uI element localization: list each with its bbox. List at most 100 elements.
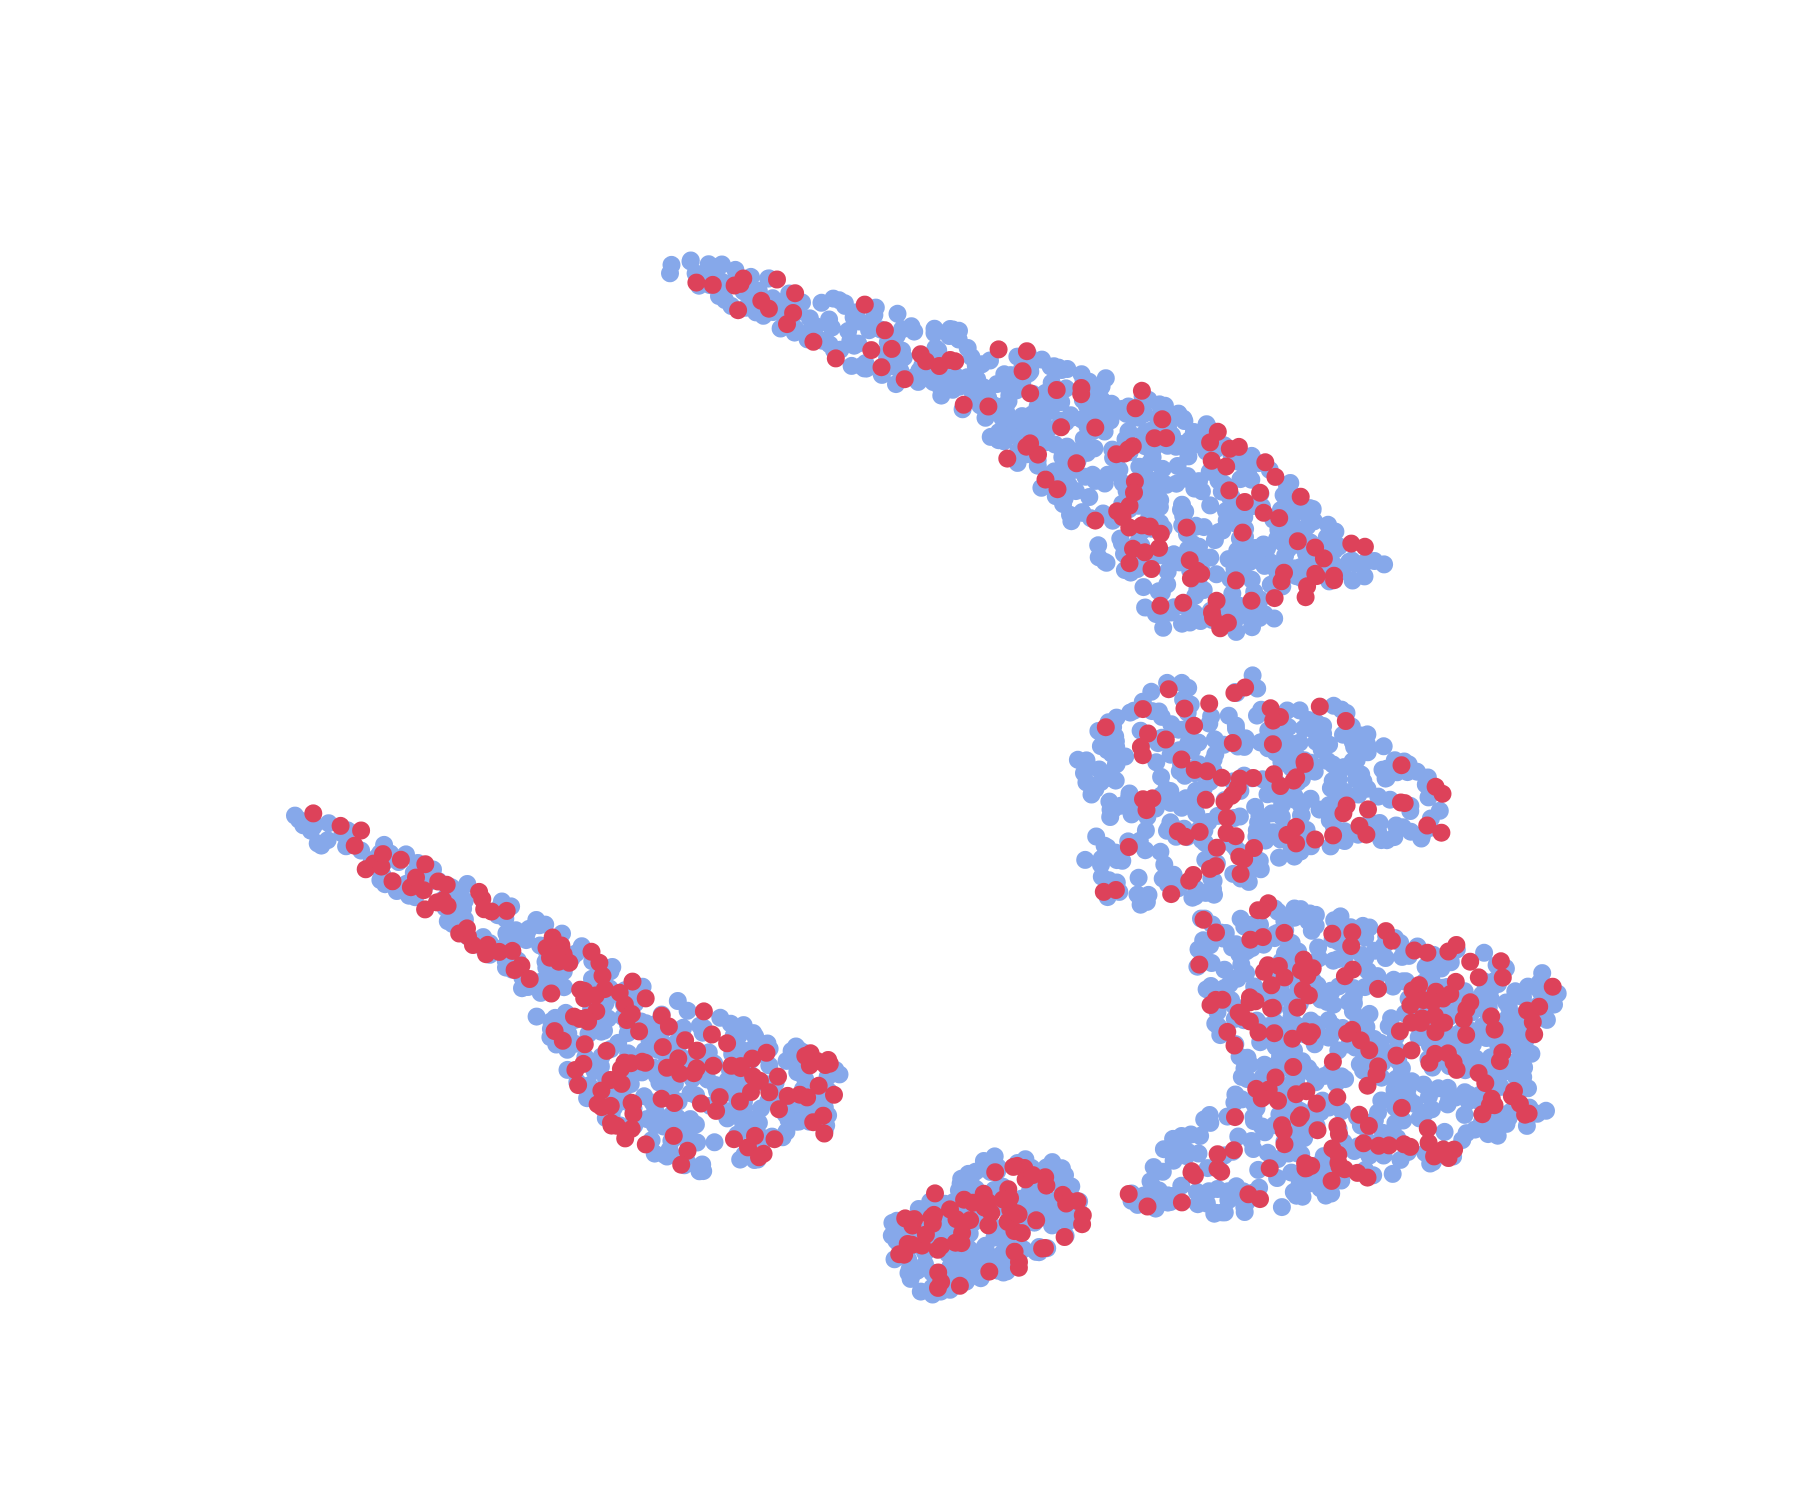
scatter-point: [1435, 1122, 1454, 1141]
scatter-point: [1226, 1085, 1245, 1104]
scatter-point: [1469, 968, 1488, 987]
scatter-point: [1168, 822, 1187, 841]
scatter-point: [622, 1093, 641, 1112]
scatter-point: [710, 1088, 729, 1107]
scatter-point: [1194, 910, 1213, 929]
scatter-point: [1359, 800, 1377, 819]
scatter-point: [746, 1027, 765, 1046]
scatter-point: [1445, 1140, 1464, 1159]
scatter-point: [1246, 539, 1265, 557]
scatter-point: [657, 1058, 676, 1077]
scatter-point: [1439, 942, 1458, 961]
scatter-point: [1128, 885, 1147, 904]
scatter-point: [1416, 1103, 1435, 1122]
scatter-point: [1179, 678, 1198, 697]
scatter-point: [986, 1163, 1005, 1182]
scatter-point: [1220, 975, 1239, 994]
scatter-point: [437, 875, 456, 894]
scatter-point: [855, 295, 874, 314]
scatter-point: [1263, 735, 1282, 754]
scatter-point: [1169, 720, 1188, 739]
scatter-point: [530, 916, 549, 935]
scatter-point: [623, 972, 642, 991]
scatter-point: [1095, 836, 1114, 855]
scatter-point: [1327, 1074, 1345, 1093]
scatter-point: [1226, 1108, 1244, 1127]
scatter-point: [1218, 1022, 1237, 1041]
scatter-point: [1076, 850, 1095, 869]
scatter-point: [716, 291, 734, 309]
scatter-point: [416, 855, 435, 874]
scatter-point: [1270, 848, 1288, 867]
scatter-point: [979, 1193, 998, 1212]
scatter-point: [652, 1089, 671, 1108]
scatter-point: [1190, 472, 1208, 491]
scatter-point: [497, 901, 516, 920]
scatter-point: [1523, 1013, 1542, 1031]
scatter-point: [1175, 699, 1194, 718]
scatter-point: [839, 321, 858, 340]
scatter-point: [1126, 399, 1145, 418]
scatter-point: [407, 868, 425, 887]
scatter-point: [1459, 1085, 1478, 1104]
scatter-point: [1303, 959, 1322, 978]
scatter-point: [1241, 930, 1260, 949]
scatter-point: [1299, 986, 1318, 1005]
scatter-point: [1336, 712, 1355, 730]
scatter-point: [1455, 1105, 1474, 1124]
scatter-point: [1012, 410, 1031, 429]
scatter-point: [1276, 754, 1295, 773]
scatter-point: [1247, 1079, 1266, 1098]
scatter-point: [1310, 800, 1329, 819]
scatter-point: [503, 941, 522, 960]
scatter-point: [1180, 871, 1199, 890]
scatter-point: [718, 1034, 737, 1053]
scatter-point: [1089, 536, 1108, 555]
scatter-point: [1233, 523, 1252, 542]
scatter-point: [1461, 952, 1480, 971]
scatter-point: [731, 274, 750, 293]
scatter-point: [1296, 1154, 1315, 1173]
scatter-point: [875, 321, 894, 340]
scatter-point: [1329, 950, 1347, 969]
scatter-point: [542, 984, 561, 1003]
scatter-point: [768, 270, 786, 289]
scatter-point: [1275, 923, 1294, 942]
scatter-point: [1426, 1044, 1445, 1063]
scatter-point: [1220, 481, 1239, 500]
scatter-point: [1212, 768, 1231, 787]
scatter-point: [1423, 992, 1442, 1011]
scatter-point: [917, 352, 935, 371]
scatter-point: [345, 836, 364, 855]
scatter-point: [595, 1021, 613, 1040]
scatter-point: [1004, 1157, 1023, 1176]
scatter-point: [994, 1190, 1012, 1209]
scatter-point: [1119, 838, 1138, 856]
scatter-point: [1401, 1137, 1420, 1156]
scatter-point: [1172, 750, 1191, 769]
scatter-point: [1360, 1041, 1379, 1060]
scatter-point: [1139, 724, 1157, 743]
scatter-point: [1172, 1127, 1191, 1145]
scatter-point: [1208, 1145, 1227, 1164]
scatter-point: [1244, 769, 1263, 787]
scatter-point: [1158, 575, 1177, 594]
scatter-point: [1189, 733, 1208, 752]
scatter-point: [694, 1002, 713, 1021]
scatter-point: [1162, 885, 1181, 904]
scatter-point: [1225, 684, 1244, 702]
scatter-point: [1357, 552, 1376, 571]
scatter-point: [477, 945, 496, 964]
scatter-point: [905, 1210, 924, 1229]
scatter-point: [571, 980, 590, 999]
scatter-point: [1130, 457, 1149, 476]
scatter-point: [1207, 838, 1226, 857]
scatter-point: [1335, 967, 1354, 986]
scatter-point: [1033, 1239, 1052, 1258]
scatter-point: [993, 409, 1012, 427]
scatter-point: [1354, 1134, 1373, 1153]
scatter-point: [1318, 752, 1337, 771]
scatter-point: [633, 1052, 652, 1071]
scatter-point: [1264, 711, 1283, 730]
scatter-point: [1356, 948, 1375, 967]
